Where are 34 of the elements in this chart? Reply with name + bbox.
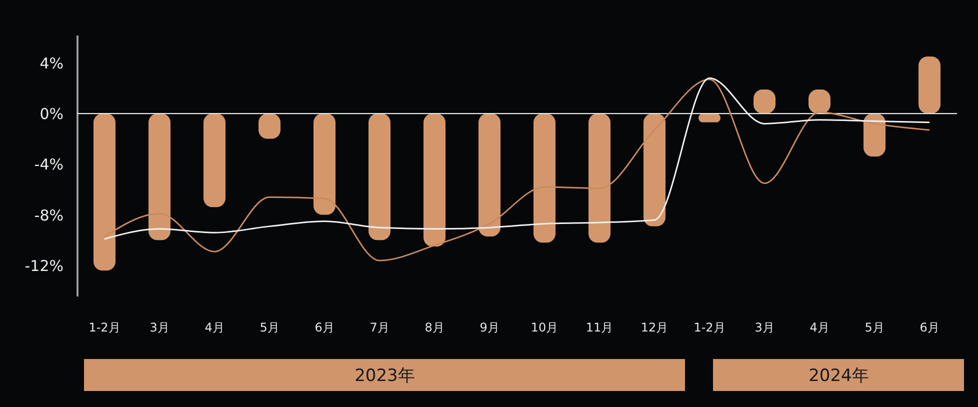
x-tick-label: 1-2月 xyxy=(694,320,726,334)
bar xyxy=(644,114,666,226)
bar xyxy=(534,114,556,243)
x-tick-label: 5月 xyxy=(260,320,280,334)
x-tick-label: 8月 xyxy=(424,320,444,334)
x-tick-label: 4月 xyxy=(810,320,830,334)
bar xyxy=(314,114,336,215)
x-tick-label: 12月 xyxy=(640,320,668,334)
x-tick-label: 3月 xyxy=(150,320,170,334)
x-tick-label: 6月 xyxy=(314,320,334,334)
x-tick-label: 11月 xyxy=(586,320,614,334)
bar xyxy=(918,56,940,114)
x-tick-label: 3月 xyxy=(754,320,774,334)
bar xyxy=(204,114,226,208)
bar xyxy=(368,114,390,240)
y-tick-label: -4% xyxy=(34,156,64,174)
x-tick-label: 10月 xyxy=(530,320,558,334)
bar xyxy=(148,114,170,240)
y-tick-label: -8% xyxy=(34,206,64,224)
text: 2023年 xyxy=(84,359,686,391)
y-tick-label: 0% xyxy=(40,105,64,124)
bar xyxy=(588,114,610,243)
x-tick-label: 4月 xyxy=(204,320,224,334)
y-tick-label: -12% xyxy=(24,257,64,276)
x-tick-label: 5月 xyxy=(864,320,884,334)
x-tick-label: 7月 xyxy=(370,320,390,334)
bar xyxy=(94,114,116,271)
x-tick-label: 9月 xyxy=(480,320,500,334)
bar xyxy=(424,114,446,247)
text: 2024年 xyxy=(713,359,964,391)
bar xyxy=(478,114,500,236)
x-tick-label: 6月 xyxy=(920,320,940,334)
y-tick-label: 4% xyxy=(40,54,64,72)
x-tick-label: 1-2月 xyxy=(88,320,120,334)
